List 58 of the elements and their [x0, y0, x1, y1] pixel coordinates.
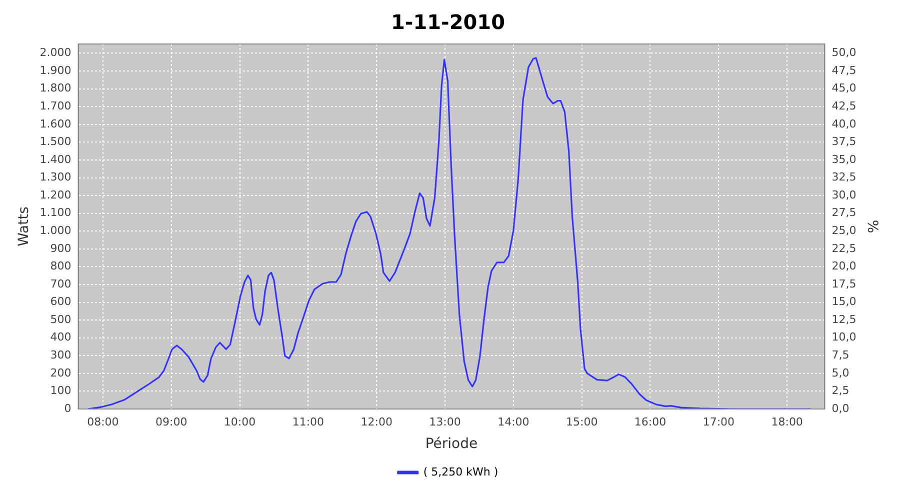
y2-tick-label: 10,0 — [832, 330, 856, 344]
y2-tick-label: 0,0 — [832, 402, 850, 415]
y2-tick-label: 7,5 — [832, 348, 850, 362]
x-tick-label: 13:00 — [429, 415, 461, 428]
y-tick-label: 1.700 — [40, 99, 72, 112]
x-tick-label: 11:00 — [292, 415, 324, 428]
y-tick-label: 300 — [50, 348, 72, 362]
y2-tick-label: 50,0 — [832, 46, 856, 60]
y2-tick-label: 37,5 — [832, 135, 856, 148]
y-tick-label: 700 — [50, 277, 72, 290]
x-tick-label: 16:00 — [634, 415, 666, 428]
chart-title: 1-11-2010 — [390, 10, 506, 34]
y-axis-title: Watts — [16, 206, 32, 246]
x-axis-title: Période — [425, 436, 478, 452]
y2-tick-label: 42,5 — [832, 99, 856, 112]
y2-tick-label: 35,0 — [832, 152, 856, 166]
y-tick-label: 1.400 — [40, 152, 72, 166]
y2-tick-label: 2,5 — [832, 384, 850, 398]
legend-label: ( 5,250 kWh ) — [423, 465, 498, 478]
y2-tick-label: 25,0 — [832, 224, 856, 237]
y2-tick-label: 17,5 — [832, 277, 856, 290]
x-tick-label: 08:00 — [87, 415, 119, 428]
x-tick-label: 14:00 — [498, 415, 530, 428]
y2-tick-label: 5,0 — [832, 366, 850, 380]
y2-tick-label: 40,0 — [832, 117, 856, 130]
x-tick-label: 17:00 — [702, 415, 735, 428]
x-tick-label: 15:00 — [566, 415, 598, 428]
y2-tick-label: 15,0 — [832, 295, 856, 308]
y2-tick-label: 22,5 — [832, 242, 856, 255]
y-tick-label: 100 — [50, 384, 72, 398]
x-tick-label: 09:00 — [155, 415, 188, 428]
y-tick-label: 1.800 — [40, 82, 72, 95]
y-tick-label: 600 — [50, 295, 72, 308]
y-tick-label: 1.900 — [40, 64, 72, 77]
y2-tick-label: 12,5 — [832, 312, 856, 326]
y2-tick-label: 20,0 — [832, 260, 856, 273]
x-tick-label: 12:00 — [360, 415, 392, 428]
y2-tick-label: 27,5 — [832, 206, 856, 220]
y2-tick-label: 47,5 — [832, 64, 856, 77]
x-tick-label: 10:00 — [224, 415, 256, 428]
y-tick-label: 1.300 — [40, 170, 72, 184]
y2-tick-label: 30,0 — [832, 188, 856, 202]
y-tick-label: 800 — [50, 260, 72, 273]
y-tick-label: 400 — [50, 330, 72, 344]
y-tick-label: 1.100 — [40, 206, 72, 220]
y-tick-label: 200 — [50, 366, 72, 380]
y-tick-label: 1.200 — [40, 188, 72, 202]
y-tick-label: 0 — [64, 402, 72, 415]
y-tick-label: 1.600 — [40, 117, 72, 130]
y-tick-label: 500 — [50, 312, 72, 326]
y2-axis-title: % — [864, 220, 880, 234]
y-tick-label: 900 — [50, 242, 72, 255]
y-tick-label: 1.000 — [40, 224, 72, 237]
y2-tick-label: 32,5 — [832, 170, 856, 184]
y2-tick-label: 45,0 — [832, 82, 856, 95]
x-tick-label: 18:00 — [771, 415, 803, 428]
y-tick-label: 2.000 — [40, 46, 72, 60]
y-tick-label: 1.500 — [40, 135, 72, 148]
